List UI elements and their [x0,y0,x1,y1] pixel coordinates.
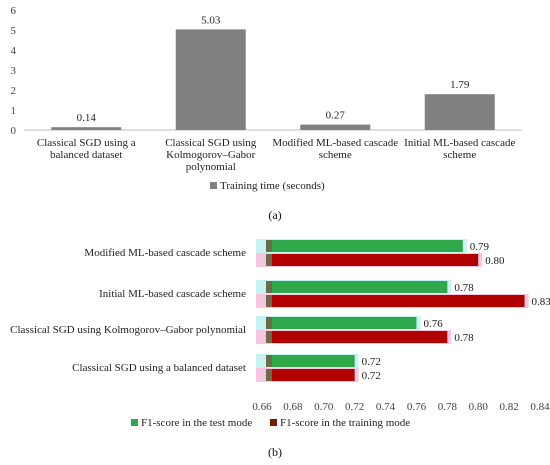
x-tick-label: 0.78 [438,401,458,413]
bar [266,240,463,252]
data-labels: 0.14 5.03 0.27 1.79 [77,14,470,124]
bar-start-marker [266,295,272,307]
legend-label-train: F1-score in the training mode [280,417,410,429]
bar [175,29,246,130]
bar [51,127,122,130]
y-tick-label: 6 [11,5,17,17]
data-label: 1.79 [450,79,470,91]
data-label: 0.72 [362,356,381,368]
x-tick-label: 0.76 [407,401,427,413]
bar [424,94,495,130]
category-label: Classical SGD using Kolmogorov–Gabor pol… [10,324,246,336]
data-labels: 0.79 0.80 0.78 0.83 0.76 0.78 0.72 0.72 [362,241,550,382]
bar [266,369,355,381]
data-label: 0.78 [454,332,474,344]
legend-swatch-train [270,419,277,426]
legend-swatch-test [131,419,138,426]
bar [266,295,525,307]
category-label: Modified ML-based cascade scheme [84,247,246,259]
panel-label-b: (b) [268,445,282,459]
bars [266,240,525,381]
data-label: 5.03 [201,14,221,26]
data-label: 0.76 [423,318,443,330]
chart-a: 0 1 2 3 4 5 6 0.14 5.03 0.27 1.79 Classical SGD u… [11,5,522,222]
bar-start-marker [266,355,272,367]
bar [266,281,448,293]
bar [266,331,448,343]
category-labels: Classical SGD using a balanced dataset Cla… [37,137,516,173]
bars [51,29,495,130]
panel-label-a: (a) [268,208,281,222]
category-labels: Modified ML-based cascade scheme Initial … [10,247,246,374]
x-axis-ticks: 0.66 0.68 0.70 0.72 0.74 0.76 0.78 0.80 0.82 0.84 [252,401,550,413]
category-label: Classical SGD using Kolmogorov–Gabor polyn… [165,137,257,173]
legend-swatch-training-time [210,182,217,189]
category-label: Classical SGD using a balanced dataset [37,137,136,161]
bar-start-marker [266,317,272,329]
y-tick-label: 2 [11,85,17,97]
data-label: 0.80 [485,255,505,267]
y-tick-label: 3 [11,65,17,77]
x-tick-label: 0.74 [376,401,396,413]
bar [300,124,371,130]
category-label: Classical SGD using a balanced dataset [72,362,246,374]
bar-start-marker [266,281,272,293]
bar-start-marker [266,254,272,266]
x-tick-label: 0.68 [283,401,303,413]
data-label: 0.72 [362,370,381,382]
data-label: 0.79 [470,241,490,253]
x-tick-label: 0.70 [314,401,334,413]
y-tick-label: 5 [11,25,17,37]
bar [266,355,355,367]
legend-label-training-time: Training time (seconds) [220,180,325,192]
y-axis-ticks: 0 1 2 3 4 5 6 [11,5,17,137]
y-tick-label: 0 [11,125,17,137]
data-label: 0.27 [326,110,346,122]
x-tick-label: 0.72 [345,401,364,413]
category-label: Modified ML-based cascade scheme [272,137,398,161]
y-tick-label: 1 [11,105,17,117]
bar [266,254,479,266]
x-tick-label: 0.82 [499,401,518,413]
bar-start-marker [266,369,272,381]
legend: Training time (seconds) [210,180,325,192]
legend-label-test: F1-score in the test mode [141,417,252,429]
category-label: Initial ML-based cascade scheme [404,137,515,161]
bar [266,317,417,329]
bar-start-marker [266,331,272,343]
data-label: 0.14 [77,112,97,124]
x-tick-label: 0.84 [530,401,550,413]
y-tick-label: 4 [11,45,17,57]
data-label: 0.78 [454,282,474,294]
legend: F1-score in the test mode F1-score in th… [131,417,410,429]
x-tick-label: 0.66 [252,401,272,413]
bar-start-marker [266,240,272,252]
data-label: 0.83 [532,296,550,308]
category-label: Initial ML-based cascade scheme [99,288,246,300]
chart-b: 0.79 0.80 0.78 0.83 0.76 0.78 0.72 0.72 Modifie… [10,239,550,459]
x-tick-label: 0.80 [469,401,489,413]
